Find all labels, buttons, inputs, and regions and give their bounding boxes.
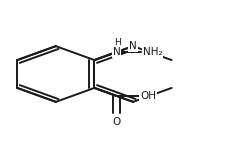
Text: O: O bbox=[113, 117, 121, 127]
Text: N: N bbox=[129, 41, 137, 51]
Text: OH: OH bbox=[140, 91, 156, 101]
Text: NH₂: NH₂ bbox=[143, 47, 162, 57]
Text: H: H bbox=[114, 38, 121, 47]
Text: N: N bbox=[113, 47, 121, 57]
